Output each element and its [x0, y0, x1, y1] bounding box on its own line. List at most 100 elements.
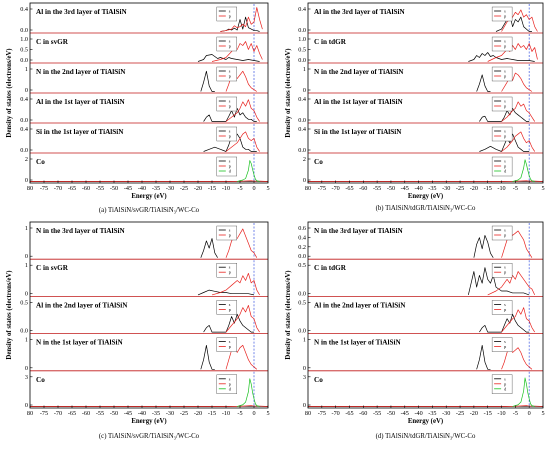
panel-label: Co — [314, 376, 323, 384]
dos-chart-d: N in the 3rd layer of TiAlSiN0.60.40.20.… — [285, 222, 545, 440]
legend-entry: p — [229, 104, 231, 109]
y-tick-label: 0.0 — [20, 328, 28, 335]
x-tick-label: -10 — [222, 185, 230, 192]
x-tick-label: -75 — [40, 410, 48, 417]
legend-box — [492, 157, 512, 176]
x-tick-label: -40 — [138, 410, 146, 417]
x-tick-label: -65 — [345, 185, 353, 192]
dos-series-p — [308, 181, 543, 182]
x-axis-label: Energy (eV) — [408, 193, 443, 200]
y-tick-label: 1 — [303, 66, 306, 73]
x-tick-label: -65 — [345, 410, 353, 417]
y-tick-label: 3 — [25, 374, 28, 381]
dos-series-s — [474, 235, 493, 257]
panel-label: Al in the 2nd layer of TiAlSiN — [314, 301, 406, 309]
y-tick-label: 0.4 — [298, 234, 306, 241]
legend-entry: p — [229, 233, 231, 238]
panel-label: N in the 3rd layer of TiAlSiN — [314, 227, 403, 235]
panel-label: C in svGR — [36, 264, 69, 272]
x-tick-label: -35 — [428, 185, 436, 192]
y-tick-label: 0 — [25, 177, 28, 184]
x-tick-label: -15 — [208, 410, 216, 417]
legend-box — [217, 300, 237, 314]
x-tick-label: -70 — [54, 185, 62, 192]
legend-box — [217, 127, 237, 141]
legend-entry: p — [504, 44, 506, 49]
legend-box — [492, 127, 512, 141]
dos-series-p — [30, 406, 268, 407]
y-tick-label: 1.0 — [298, 36, 306, 43]
x-tick-label: -75 — [318, 185, 326, 192]
y-tick-label: 0 — [303, 87, 306, 94]
x-tick-label: -60 — [82, 185, 90, 192]
y-tick-label: 0 — [25, 87, 28, 94]
x-tick-label: -20 — [194, 410, 202, 417]
x-tick-label: -40 — [138, 185, 146, 192]
y-tick-label: 0.0 — [20, 117, 28, 124]
dos-series-s — [201, 239, 218, 258]
x-tick-label: -30 — [442, 410, 450, 417]
legend-entry: p — [229, 307, 231, 312]
panel-label: Si in the 1st layer of TiAlSiN — [314, 128, 402, 136]
x-tick-label: -70 — [54, 410, 62, 417]
dos-series-s — [201, 345, 215, 369]
panel-label: Co — [36, 158, 45, 166]
y-axis-label: Density of states (electrons/eV) — [285, 48, 292, 137]
x-tick-label: -20 — [470, 185, 478, 192]
y-tick-label: 0.6 — [298, 225, 306, 232]
y-tick-label: 1 — [25, 262, 28, 269]
x-tick-label: -10 — [222, 410, 230, 417]
panel-label: N in the 3rd layer of TiAlSiN — [36, 227, 125, 235]
x-tick-label: -65 — [68, 185, 76, 192]
y-tick-label: 0.0 — [298, 147, 306, 154]
y-tick-label: 0.0 — [298, 253, 306, 260]
panel-label: Al in the 1st layer of TiAlSiN — [314, 98, 403, 106]
dos-chart-a: Al in the 3rd layer of TiAlSiN0.40.0spC … — [6, 3, 270, 214]
x-tick-label: -5 — [513, 410, 518, 417]
y-tick-label: 0.0 — [298, 27, 306, 34]
dos-series-s — [201, 71, 215, 91]
x-tick-label: 0 — [528, 185, 531, 192]
legend-box — [492, 338, 512, 352]
legend-box — [492, 263, 512, 277]
legend-box — [492, 7, 512, 21]
dos-series-s — [198, 290, 254, 295]
dos-series-s — [204, 314, 254, 332]
panel-label: Al in the 2nd layer of TiAlSiN — [36, 301, 128, 309]
y-tick-label: 1 — [303, 337, 306, 344]
legend-box — [217, 263, 237, 277]
x-tick-label: -50 — [110, 185, 118, 192]
x-tick-label: -5 — [237, 410, 242, 417]
x-tick-label: -60 — [359, 410, 367, 417]
x-tick-label: -75 — [318, 410, 326, 417]
y-tick-label: 0 — [25, 253, 28, 260]
y-tick-label: 0.5 — [298, 47, 306, 54]
x-tick-label: 0 — [252, 410, 255, 417]
x-tick-label: 80 — [27, 410, 33, 417]
figure-caption: (a) TiAlSiN/svGR/TiAlSiN₃/WC-Co — [99, 207, 200, 214]
legend-entry: p — [229, 270, 231, 275]
legend-entry: p — [504, 104, 506, 109]
legend-entry: p — [229, 14, 231, 19]
y-tick-label: 0.0 — [20, 57, 28, 64]
x-tick-label: -5 — [237, 185, 242, 192]
y-tick-label: 0 — [25, 402, 28, 409]
x-tick-label: -40 — [414, 410, 422, 417]
legend-box — [217, 97, 237, 111]
legend-entry: p — [504, 134, 506, 139]
legend-box — [492, 67, 512, 81]
x-tick-label: -65 — [68, 410, 76, 417]
y-tick-label: 0.5 — [20, 47, 28, 54]
x-tick-label: -30 — [166, 410, 174, 417]
x-tick-label: -45 — [124, 185, 132, 192]
x-tick-label: 80 — [27, 185, 33, 192]
x-tick-label: -50 — [387, 410, 395, 417]
